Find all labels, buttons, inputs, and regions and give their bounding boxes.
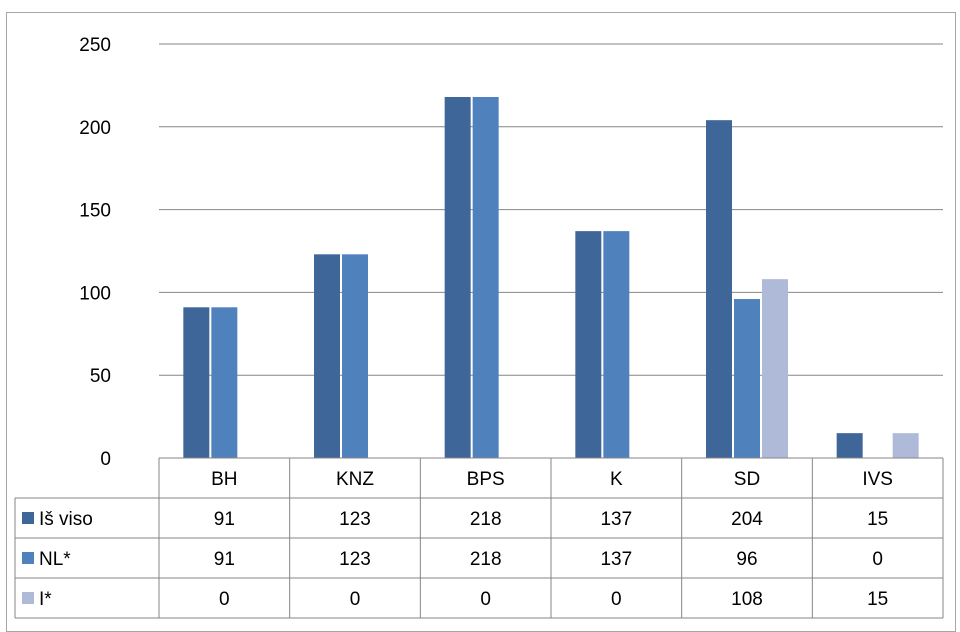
x-category-label: BH — [211, 469, 237, 490]
data-table-value: 0 — [611, 589, 622, 610]
x-category-label: SD — [734, 469, 760, 490]
y-tick-label: 100 — [79, 283, 111, 304]
data-table-value: 0 — [350, 589, 361, 610]
legend-label: I* — [39, 589, 52, 610]
y-tick-label: 50 — [90, 366, 111, 387]
bar — [444, 96, 471, 458]
legend-key — [22, 592, 34, 604]
legend-key — [22, 512, 34, 524]
data-table-value: 96 — [736, 549, 757, 570]
y-tick-label: 0 — [100, 449, 111, 470]
x-category-label: K — [610, 469, 623, 490]
x-category-label: IVS — [862, 469, 893, 490]
data-table-value: 15 — [867, 589, 888, 610]
bar — [892, 433, 919, 458]
data-table-value: 108 — [731, 589, 763, 610]
y-tick-label: 200 — [79, 118, 111, 139]
data-table-value: 204 — [731, 509, 763, 530]
data-table-value: 137 — [600, 549, 632, 570]
bar — [734, 299, 760, 458]
bar — [183, 307, 210, 458]
x-category-label: KNZ — [336, 469, 374, 490]
bar — [211, 307, 238, 458]
data-table-value: 123 — [339, 549, 371, 570]
bar — [575, 231, 602, 458]
bar — [836, 433, 863, 458]
data-table-value: 218 — [470, 509, 502, 530]
bar — [762, 279, 788, 458]
bar — [342, 254, 368, 458]
data-table-value: 91 — [214, 549, 235, 570]
data-table-value: 218 — [470, 549, 502, 570]
bar — [706, 120, 732, 459]
bar — [314, 254, 340, 458]
y-tick-label: 250 — [79, 35, 111, 56]
data-table-value: 123 — [339, 509, 371, 530]
bar — [603, 231, 630, 458]
data-table-value: 15 — [867, 509, 888, 530]
data-table-value: 0 — [872, 549, 883, 570]
data-table-value: 91 — [214, 509, 235, 530]
legend-label: NL* — [39, 549, 71, 570]
x-category-label: BPS — [467, 469, 505, 490]
legend-label: Iš viso — [39, 509, 93, 530]
y-tick-label: 150 — [79, 201, 111, 222]
data-table-value: 0 — [219, 589, 230, 610]
data-table-value: 137 — [600, 509, 632, 530]
legend-key — [22, 552, 34, 564]
bar — [472, 96, 499, 458]
data-table-value: 0 — [480, 589, 491, 610]
